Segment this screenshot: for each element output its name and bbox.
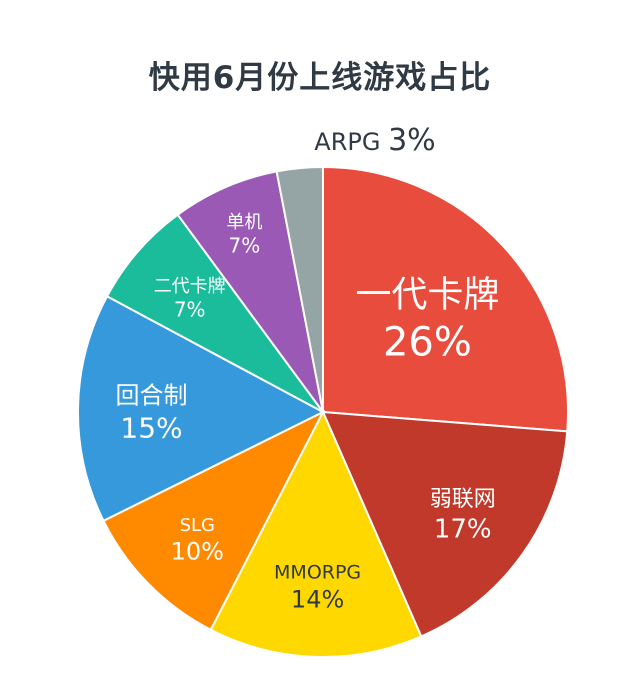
- slice-label: ARPG 3%: [314, 123, 435, 158]
- pie-slice: [322, 165, 569, 433]
- chart-title: 快用6月份上线游戏占比: [148, 60, 492, 96]
- slice-label-value: 10%: [171, 538, 224, 566]
- slice-label-name: 二代卡牌: [154, 276, 226, 297]
- slice-label-name: MMORPG: [274, 562, 361, 584]
- pie-slice: [77, 294, 326, 523]
- slice-label-value: 15%: [120, 411, 182, 444]
- pie-slice: [102, 409, 326, 632]
- slice-label-name: ARPG: [314, 128, 388, 156]
- slice-label-value: 7%: [229, 233, 261, 257]
- slice-label-value: 3%: [388, 123, 436, 158]
- slice-label-value: 17%: [434, 515, 492, 545]
- slice-label-name: 一代卡牌: [355, 275, 499, 316]
- pie-slice: [209, 409, 423, 658]
- watermark: GameRes游资网: [354, 650, 612, 685]
- pie-slice: [321, 410, 569, 638]
- slice-label-value: 14%: [291, 585, 344, 613]
- slice-label-name: SLG: [180, 515, 215, 536]
- pie-slice: [176, 170, 324, 413]
- slice-label-value: 7%: [174, 298, 206, 322]
- slice-label-name: 弱联网: [430, 487, 496, 512]
- slice-label-name: 回合制: [116, 381, 188, 409]
- pie-slice: [105, 213, 324, 413]
- slice-label-value: 26%: [383, 320, 472, 366]
- pie-slice: [275, 165, 324, 413]
- slice-label-name: 单机: [226, 212, 262, 233]
